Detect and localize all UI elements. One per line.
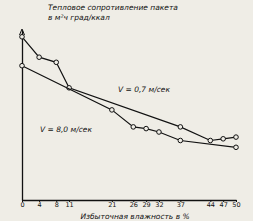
series-line bbox=[22, 66, 236, 148]
series-point bbox=[20, 63, 25, 68]
x-tick-label: 0 bbox=[20, 201, 24, 209]
x-axis: 0 4 8 11 21 26 29 32 37 44 47 50 bbox=[20, 200, 240, 209]
series-point bbox=[221, 137, 226, 142]
x-tick: 0 bbox=[20, 200, 24, 209]
series-label: V = 0,7 м/сек bbox=[118, 85, 170, 94]
x-tick-label: 8 bbox=[55, 201, 59, 209]
y-axis bbox=[22, 31, 23, 201]
x-tick: 47 bbox=[220, 200, 228, 209]
x-tick-label: 50 bbox=[232, 201, 240, 209]
x-tick-label: 37 bbox=[177, 201, 185, 209]
series-point bbox=[20, 35, 25, 40]
series-line bbox=[22, 37, 236, 141]
x-tick-label: 47 bbox=[220, 201, 228, 209]
x-tick: 44 bbox=[207, 200, 215, 209]
series-point bbox=[37, 55, 42, 60]
x-axis-title: Избыточная влажность в % bbox=[80, 212, 189, 221]
x-tick-label: 44 bbox=[207, 201, 215, 209]
x-tick-label: 4 bbox=[38, 201, 42, 209]
x-tick: 8 bbox=[55, 200, 59, 209]
series-point bbox=[157, 130, 162, 135]
x-tick: 4 bbox=[38, 200, 42, 209]
series-point bbox=[110, 108, 115, 113]
x-tick-label: 26 bbox=[130, 201, 138, 209]
series-point bbox=[54, 60, 59, 65]
x-tick-label: 32 bbox=[155, 201, 163, 209]
x-tick: 29 bbox=[142, 200, 150, 209]
series-point bbox=[234, 145, 239, 150]
x-tick: 26 bbox=[130, 200, 138, 209]
series-point bbox=[178, 125, 183, 130]
series-point bbox=[144, 126, 149, 131]
y-axis-title: в м²ч град/ккал bbox=[48, 13, 110, 22]
y-axis-line bbox=[22, 31, 23, 201]
x-tick: 11 bbox=[65, 200, 73, 209]
x-tick: 32 bbox=[155, 200, 163, 209]
series-point bbox=[131, 125, 136, 130]
series-label: V = 8,0 м/сек bbox=[40, 125, 92, 134]
x-tick: 37 bbox=[177, 200, 185, 209]
series-point bbox=[208, 138, 213, 143]
x-tick: 50 bbox=[232, 200, 240, 209]
x-tick-label: 11 bbox=[65, 201, 73, 209]
x-tick-label: 29 bbox=[142, 201, 150, 209]
chart: 0 4 8 11 21 26 29 32 37 44 47 50 V = 0,7 м/сек V = 8,… bbox=[0, 0, 253, 221]
series-point bbox=[178, 138, 183, 143]
x-tick-label: 21 bbox=[108, 201, 116, 209]
y-axis-title: Тепловое сопротивление пакета bbox=[48, 3, 178, 12]
series-point bbox=[234, 135, 239, 140]
plot-area bbox=[20, 35, 239, 150]
x-tick: 21 bbox=[108, 200, 116, 209]
